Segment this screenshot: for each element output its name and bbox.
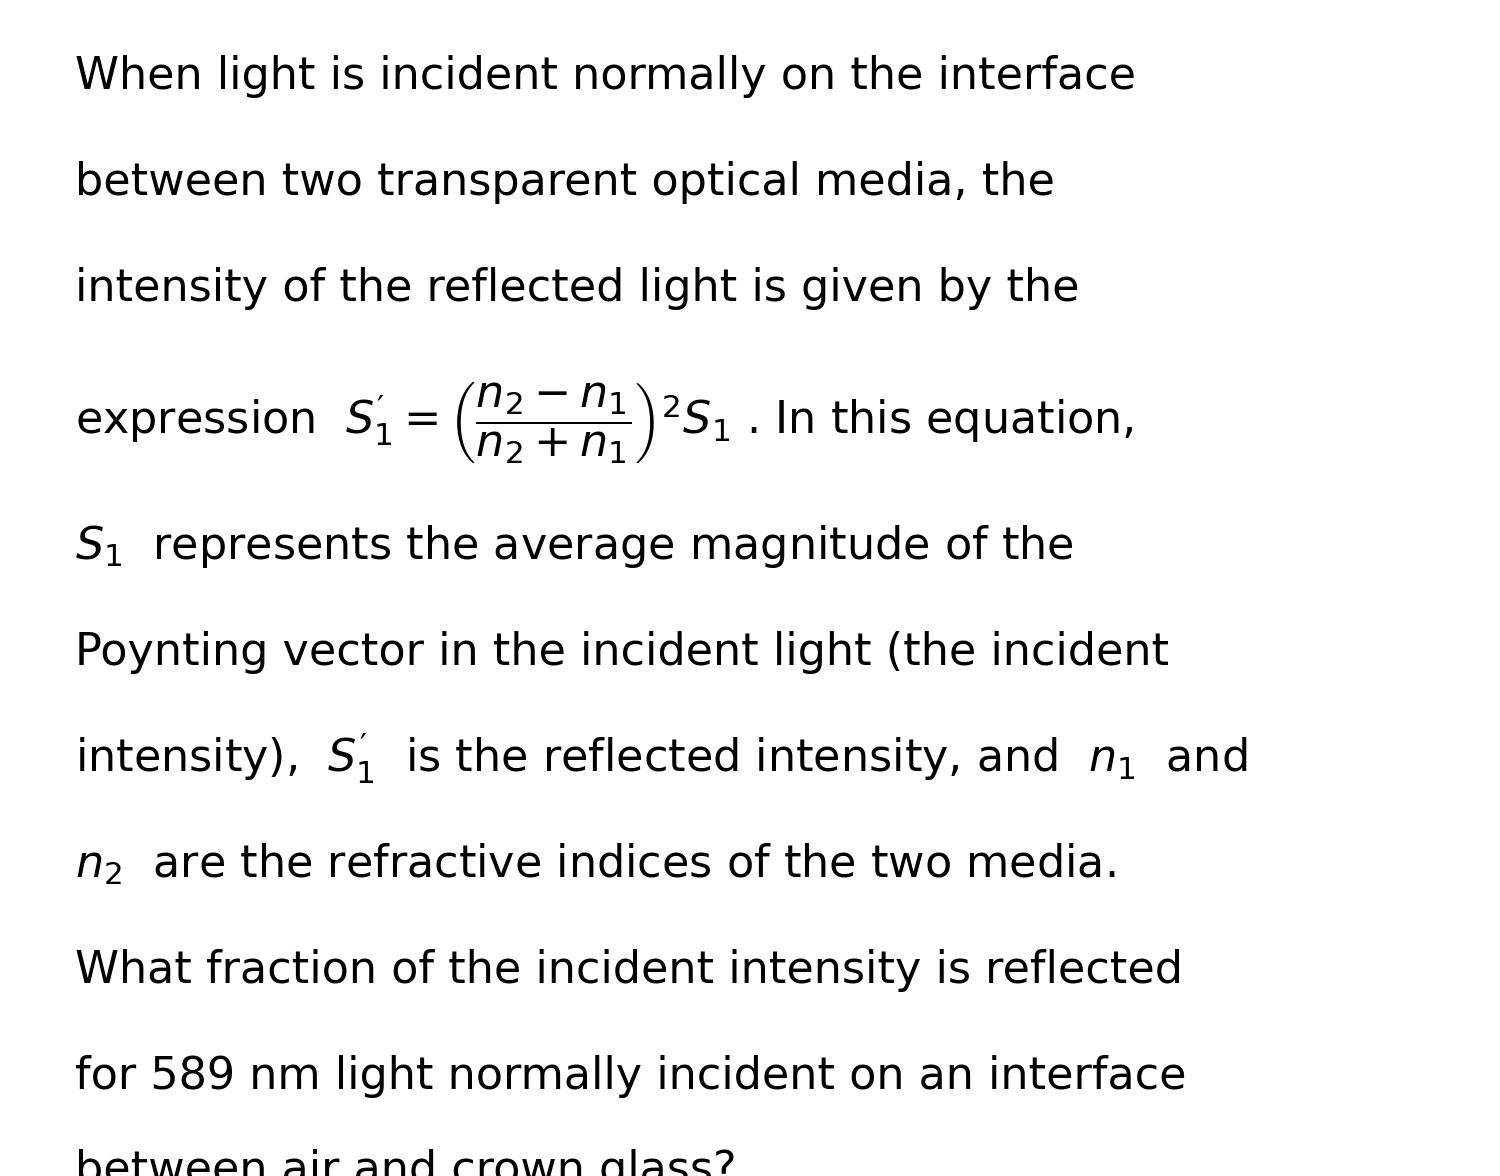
Text: intensity of the reflected light is given by the: intensity of the reflected light is give… [75, 267, 1080, 309]
Text: $S_1$  represents the average magnitude of the: $S_1$ represents the average magnitude o… [75, 523, 1074, 570]
Text: What fraction of the incident intensity is reflected: What fraction of the incident intensity … [75, 949, 1184, 991]
Text: for 589 nm light normally incident on an interface: for 589 nm light normally incident on an… [75, 1055, 1186, 1097]
Text: When light is incident normally on the interface: When light is incident normally on the i… [75, 55, 1136, 98]
Text: between two transparent optical media, the: between two transparent optical media, t… [75, 161, 1054, 203]
Text: expression  $S_1' = \left(\dfrac{n_2-n_1}{n_2+n_1}\right)^{2} S_1$ . In this equ: expression $S_1' = \left(\dfrac{n_2-n_1}… [75, 381, 1134, 466]
Text: intensity),  $S_1'$  is the reflected intensity, and  $n_1$  and: intensity), $S_1'$ is the reflected inte… [75, 730, 1248, 787]
Text: between air and crown glass?: between air and crown glass? [75, 1149, 736, 1176]
Text: $n_2$  are the refractive indices of the two media.: $n_2$ are the refractive indices of the … [75, 842, 1116, 887]
Text: Poynting vector in the incident light (the incident: Poynting vector in the incident light (t… [75, 632, 1168, 674]
